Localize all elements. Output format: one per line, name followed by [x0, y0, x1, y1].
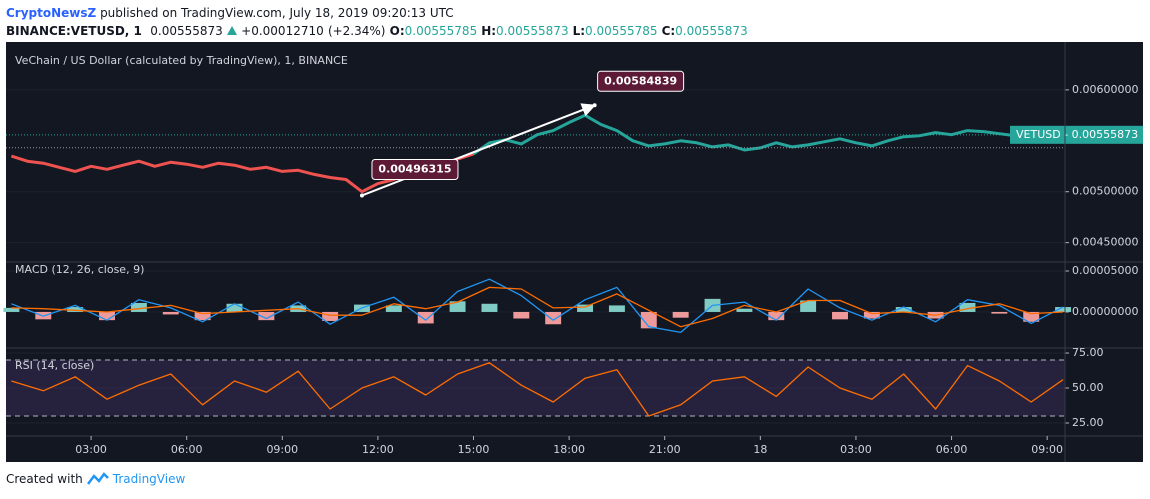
header: CryptoNewsZ published on TradingView.com… [6, 4, 752, 40]
footer: Created with TradingView [6, 472, 185, 486]
y-tick-label: 50.00 [1072, 381, 1104, 394]
histogram-bar [577, 304, 594, 312]
histogram-bar [832, 311, 848, 320]
histogram-bar [481, 303, 498, 312]
annotation-point [592, 103, 597, 108]
rsi-band [6, 360, 1065, 416]
ohlc-label: O: [389, 24, 405, 38]
histogram-bar [194, 311, 211, 321]
histogram-bar [672, 311, 689, 318]
price-label-box [1010, 125, 1143, 144]
y-tick-label: 0.00500000 [1072, 185, 1138, 198]
x-tick-label: 21:00 [649, 443, 681, 456]
ohlc-value: 0.00555785 [404, 24, 478, 38]
x-tick-label: 15:00 [458, 443, 490, 456]
x-tick-label: 03:00 [840, 443, 872, 456]
histogram-bar [67, 307, 84, 312]
price-label: VETUSD - 0.00555873 [1016, 128, 1138, 141]
symbol: BINANCE:VETUSD, 1 [6, 24, 142, 38]
histogram-bar [417, 311, 434, 324]
y-tick-label: 0.00005000 [1072, 264, 1138, 277]
histogram-bar [545, 311, 562, 325]
y-tick-label: 25.00 [1072, 416, 1104, 429]
change-pct: (+2.34%) [327, 24, 386, 38]
annotation-point [359, 193, 364, 198]
x-tick-label: 06:00 [171, 443, 203, 456]
x-tick-label: 03:00 [75, 443, 107, 456]
x-tick-label: 18:00 [553, 443, 585, 456]
y-tick-label: 75.00 [1072, 346, 1104, 359]
histogram-bar [130, 302, 147, 312]
change: +0.00012710 [241, 24, 324, 38]
x-tick-label: 09:00 [266, 443, 298, 456]
ohlc-label: C: [661, 24, 676, 38]
pane-title: RSI (14, close) [15, 359, 94, 372]
logo [86, 472, 109, 485]
y-tick-label: 0.00450000 [1072, 236, 1138, 249]
histogram-bar [608, 305, 625, 312]
histogram-bar [1055, 307, 1072, 312]
histogram-bar [322, 311, 339, 321]
histogram-bar [226, 303, 243, 312]
histogram-bar [99, 311, 115, 321]
histogram-bar [863, 311, 880, 319]
up-icon [226, 26, 237, 35]
histogram-bar [800, 300, 817, 312]
ohlc-value: 0.00555785 [585, 24, 658, 38]
footer-prefix: Created with [6, 472, 83, 486]
ohlc-label: H: [481, 24, 497, 38]
histogram-bar [991, 311, 1008, 314]
series-line [472, 113, 1064, 156]
footer-brand[interactable]: TradingView [112, 472, 186, 486]
histogram-bar [162, 311, 179, 315]
y-tick-label: 0.00000000 [1072, 305, 1138, 318]
x-tick-label: 09:00 [1031, 443, 1063, 456]
histogram-bar [385, 305, 402, 312]
published: published on TradingView.com, July 18, 2… [100, 6, 454, 20]
histogram-bar [959, 302, 976, 312]
series-line [11, 286, 1064, 328]
annotation-box [597, 70, 685, 92]
histogram-bar [640, 311, 657, 329]
histogram-bar [3, 307, 20, 312]
pane-title: MACD (12, 26, close, 9) [15, 263, 144, 276]
chart-background [6, 42, 1143, 462]
trend-arrow [361, 103, 596, 197]
histogram-bar [258, 311, 275, 321]
x-tick-label: 12:00 [362, 443, 394, 456]
ohlc-value: 0.00555873 [496, 24, 569, 38]
histogram-bar [1023, 311, 1040, 322]
histogram-bar [449, 301, 466, 312]
annotation-label: 0.00584839 [604, 74, 677, 87]
histogram-bar [736, 308, 753, 312]
series-line [11, 362, 1064, 417]
histogram-bar [895, 307, 912, 312]
ohlc: O:0.00555785 H:0.00555873 L:0.00555785 C:0.… [390, 24, 752, 38]
author[interactable]: CryptoNewsZ [6, 6, 97, 20]
price: 0.00555873 [150, 24, 223, 38]
x-tick-label: 18 [753, 443, 767, 456]
y-tick-label: 0.00600000 [1072, 83, 1138, 96]
ohlc-label: L: [572, 24, 586, 38]
pane-title: VeChain / US Dollar (calculated by Tradi… [15, 54, 348, 67]
ohlc-value: 0.00555873 [675, 24, 748, 38]
annotation-box [371, 158, 459, 180]
x-tick-label: 06:00 [936, 443, 968, 456]
series-line [11, 278, 1064, 334]
histogram-bar [768, 311, 785, 321]
annotation-label: 0.00496315 [378, 162, 451, 175]
histogram-bar [513, 311, 530, 319]
